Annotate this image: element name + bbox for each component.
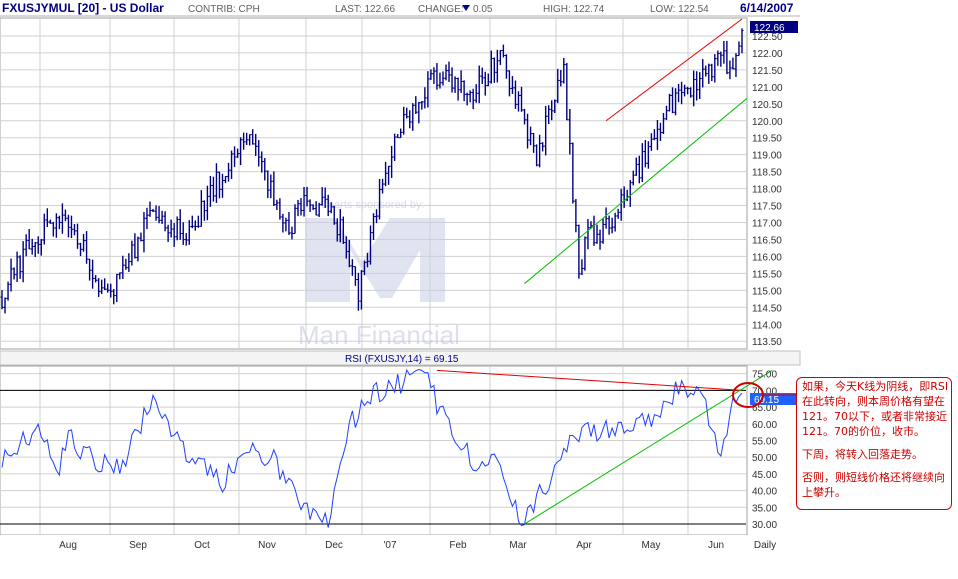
price-y-tick: 117.50 — [752, 202, 782, 213]
rsi-y-tick: 75.00 — [752, 370, 777, 381]
price-y-tick: 121.50 — [752, 66, 783, 77]
price-y-tick: 120.00 — [752, 117, 783, 128]
watermark-brand: Man Financial — [298, 320, 460, 350]
price-y-tick: 115.00 — [752, 286, 782, 297]
lower-channel-line — [524, 97, 747, 284]
price-y-tick: 120.50 — [752, 100, 783, 111]
price-y-tick: 114.50 — [752, 303, 782, 314]
price-y-tick: 116.50 — [752, 235, 782, 246]
upper-channel-line — [605, 18, 743, 122]
rsi-trendlines — [436, 369, 773, 525]
price-trendlines — [524, 18, 747, 284]
price-y-tick: 117.00 — [752, 219, 782, 230]
rsi-red-trendline — [436, 369, 743, 391]
x-tick-label: Jun — [708, 540, 724, 551]
price-y-axis: 113.50 114.00 114.50 115.00 115.50 116.00 116.… — [752, 32, 783, 348]
rsi-panel — [0, 365, 748, 536]
x-tick-label: Oct — [194, 540, 210, 551]
x-tick-label: Feb — [449, 540, 467, 551]
price-series — [0, 28, 744, 314]
price-y-tick: 119.50 — [752, 134, 782, 145]
price-y-tick: 114.00 — [752, 320, 782, 331]
annotation-note: 如果，今天K线为阴线，即RSI在此转向，则本周价格有望在121。70以下，或者非… — [796, 377, 952, 510]
contrib-label: CONTRIB: CPH — [188, 4, 260, 15]
price-y-tick: 122.00 — [752, 49, 783, 60]
change-value: 0.05 — [473, 4, 493, 15]
x-tick-label: Apr — [576, 540, 592, 551]
price-y-tick: 122.50 — [752, 32, 783, 43]
high-label: HIGH: 122.74 — [543, 4, 605, 15]
low-label: LOW: 122.54 — [650, 4, 709, 15]
x-tick-label: May — [642, 540, 661, 551]
change-label: CHANGE: — [418, 4, 464, 15]
rsi-tag-text: 69.15 — [754, 395, 779, 406]
x-tick-label: Sep — [129, 540, 147, 551]
rsi-green-trendline — [524, 369, 773, 525]
watermark-sponsor: Charts sponsored by: — [320, 199, 425, 211]
last-label: LAST: 122.66 — [335, 4, 395, 15]
down-arrow-icon — [462, 5, 470, 11]
price-y-tick: 119.00 — [752, 151, 782, 162]
rsi-y-tick: 35.00 — [752, 503, 777, 514]
x-axis: Aug Sep Oct Nov Dec '07 Feb Mar Apr May Jun Daily — [59, 540, 776, 551]
price-y-tick: 121.00 — [752, 83, 783, 94]
note-paragraph-3: 否则，则短线价格还将继续向上攀升。 — [802, 471, 945, 499]
x-tick-label: '07 — [383, 540, 396, 551]
rsi-y-tick: 30.00 — [752, 520, 777, 531]
price-y-tick: 113.50 — [752, 337, 782, 348]
rsi-y-tick: 40.00 — [752, 487, 777, 498]
last-price-tag-text: 122.66 — [754, 23, 785, 34]
note-paragraph-1: 如果，今天K线为阴线，即RSI在此转向，则本周价格有望在121。70以下，或者非… — [802, 380, 949, 438]
x-tick-label: Aug — [59, 540, 77, 551]
rsi-y-tick: 60.00 — [752, 420, 777, 431]
price-y-tick: 118.00 — [752, 185, 782, 196]
x-tick-label: Mar — [509, 540, 527, 551]
rsi-series — [1, 368, 743, 528]
rsi-line — [1, 368, 743, 528]
note-paragraph-2: 下周，将转入回落走势。 — [802, 448, 923, 461]
rsi-y-tick: 45.00 — [752, 470, 777, 481]
rsi-y-tick: 65.00 — [752, 403, 777, 414]
rsi-y-axis: 30.00 35.00 40.00 45.00 50.00 55.00 60.00 65.00… — [752, 370, 777, 531]
x-tick-label: Dec — [325, 540, 343, 551]
rsi-y-tick: 55.00 — [752, 436, 777, 447]
price-y-tick: 115.50 — [752, 269, 782, 280]
rsi-y-tick: 50.00 — [752, 453, 777, 464]
price-panel — [0, 17, 748, 350]
x-tick-label: Nov — [258, 540, 276, 551]
x-tick-label: Daily — [754, 540, 776, 551]
last-price-tag — [750, 21, 798, 33]
rsi-y-tick: 70.00 — [752, 386, 777, 397]
rsi-label: RSI (FXUSJY,14) = 69.15 — [345, 354, 459, 365]
price-y-tick: 118.50 — [752, 168, 782, 179]
price-y-tick: 116.00 — [752, 252, 782, 263]
header-date: 6/14/2007 — [740, 1, 794, 15]
chart-title: FXUSJYMUL [20] - US Dollar — [2, 1, 164, 15]
